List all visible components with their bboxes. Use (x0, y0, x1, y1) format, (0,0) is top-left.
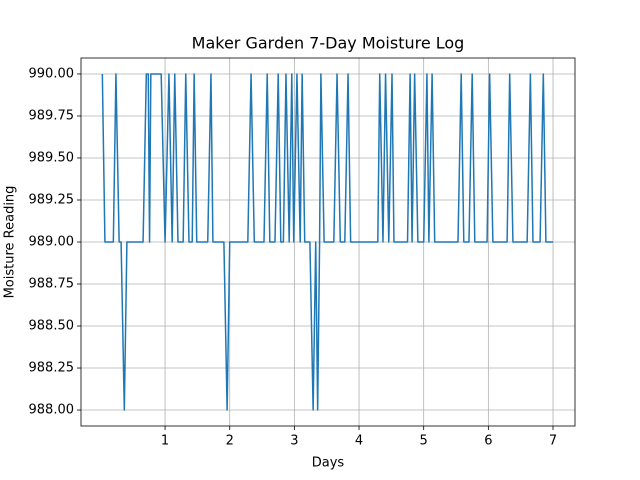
x-tick-label: 6 (484, 434, 492, 449)
y-tick-label: 990.00 (29, 66, 75, 81)
y-axis-label: Moisture Reading (3, 186, 18, 299)
y-tick-label: 988.50 (29, 319, 75, 334)
chart-title: Maker Garden 7-Day Moisture Log (192, 34, 465, 53)
y-tick-label: 988.25 (29, 361, 75, 376)
x-tick-label: 3 (290, 434, 298, 449)
x-tick-label: 1 (161, 434, 169, 449)
data-line (101, 73, 554, 411)
y-tick-label: 988.00 (29, 403, 75, 418)
x-axis-label: Days (312, 456, 345, 471)
y-tick-label: 989.00 (29, 235, 75, 250)
y-tick-label: 989.50 (29, 150, 75, 165)
x-tick-label: 4 (355, 434, 363, 449)
y-tick-label: 989.25 (29, 192, 75, 207)
y-tick-label: 988.75 (29, 277, 75, 292)
x-tick-label: 5 (420, 434, 428, 449)
x-tick-label: 2 (226, 434, 234, 449)
x-tick-label: 7 (549, 434, 557, 449)
plot (101, 73, 554, 411)
y-tick-label: 989.75 (29, 108, 75, 123)
